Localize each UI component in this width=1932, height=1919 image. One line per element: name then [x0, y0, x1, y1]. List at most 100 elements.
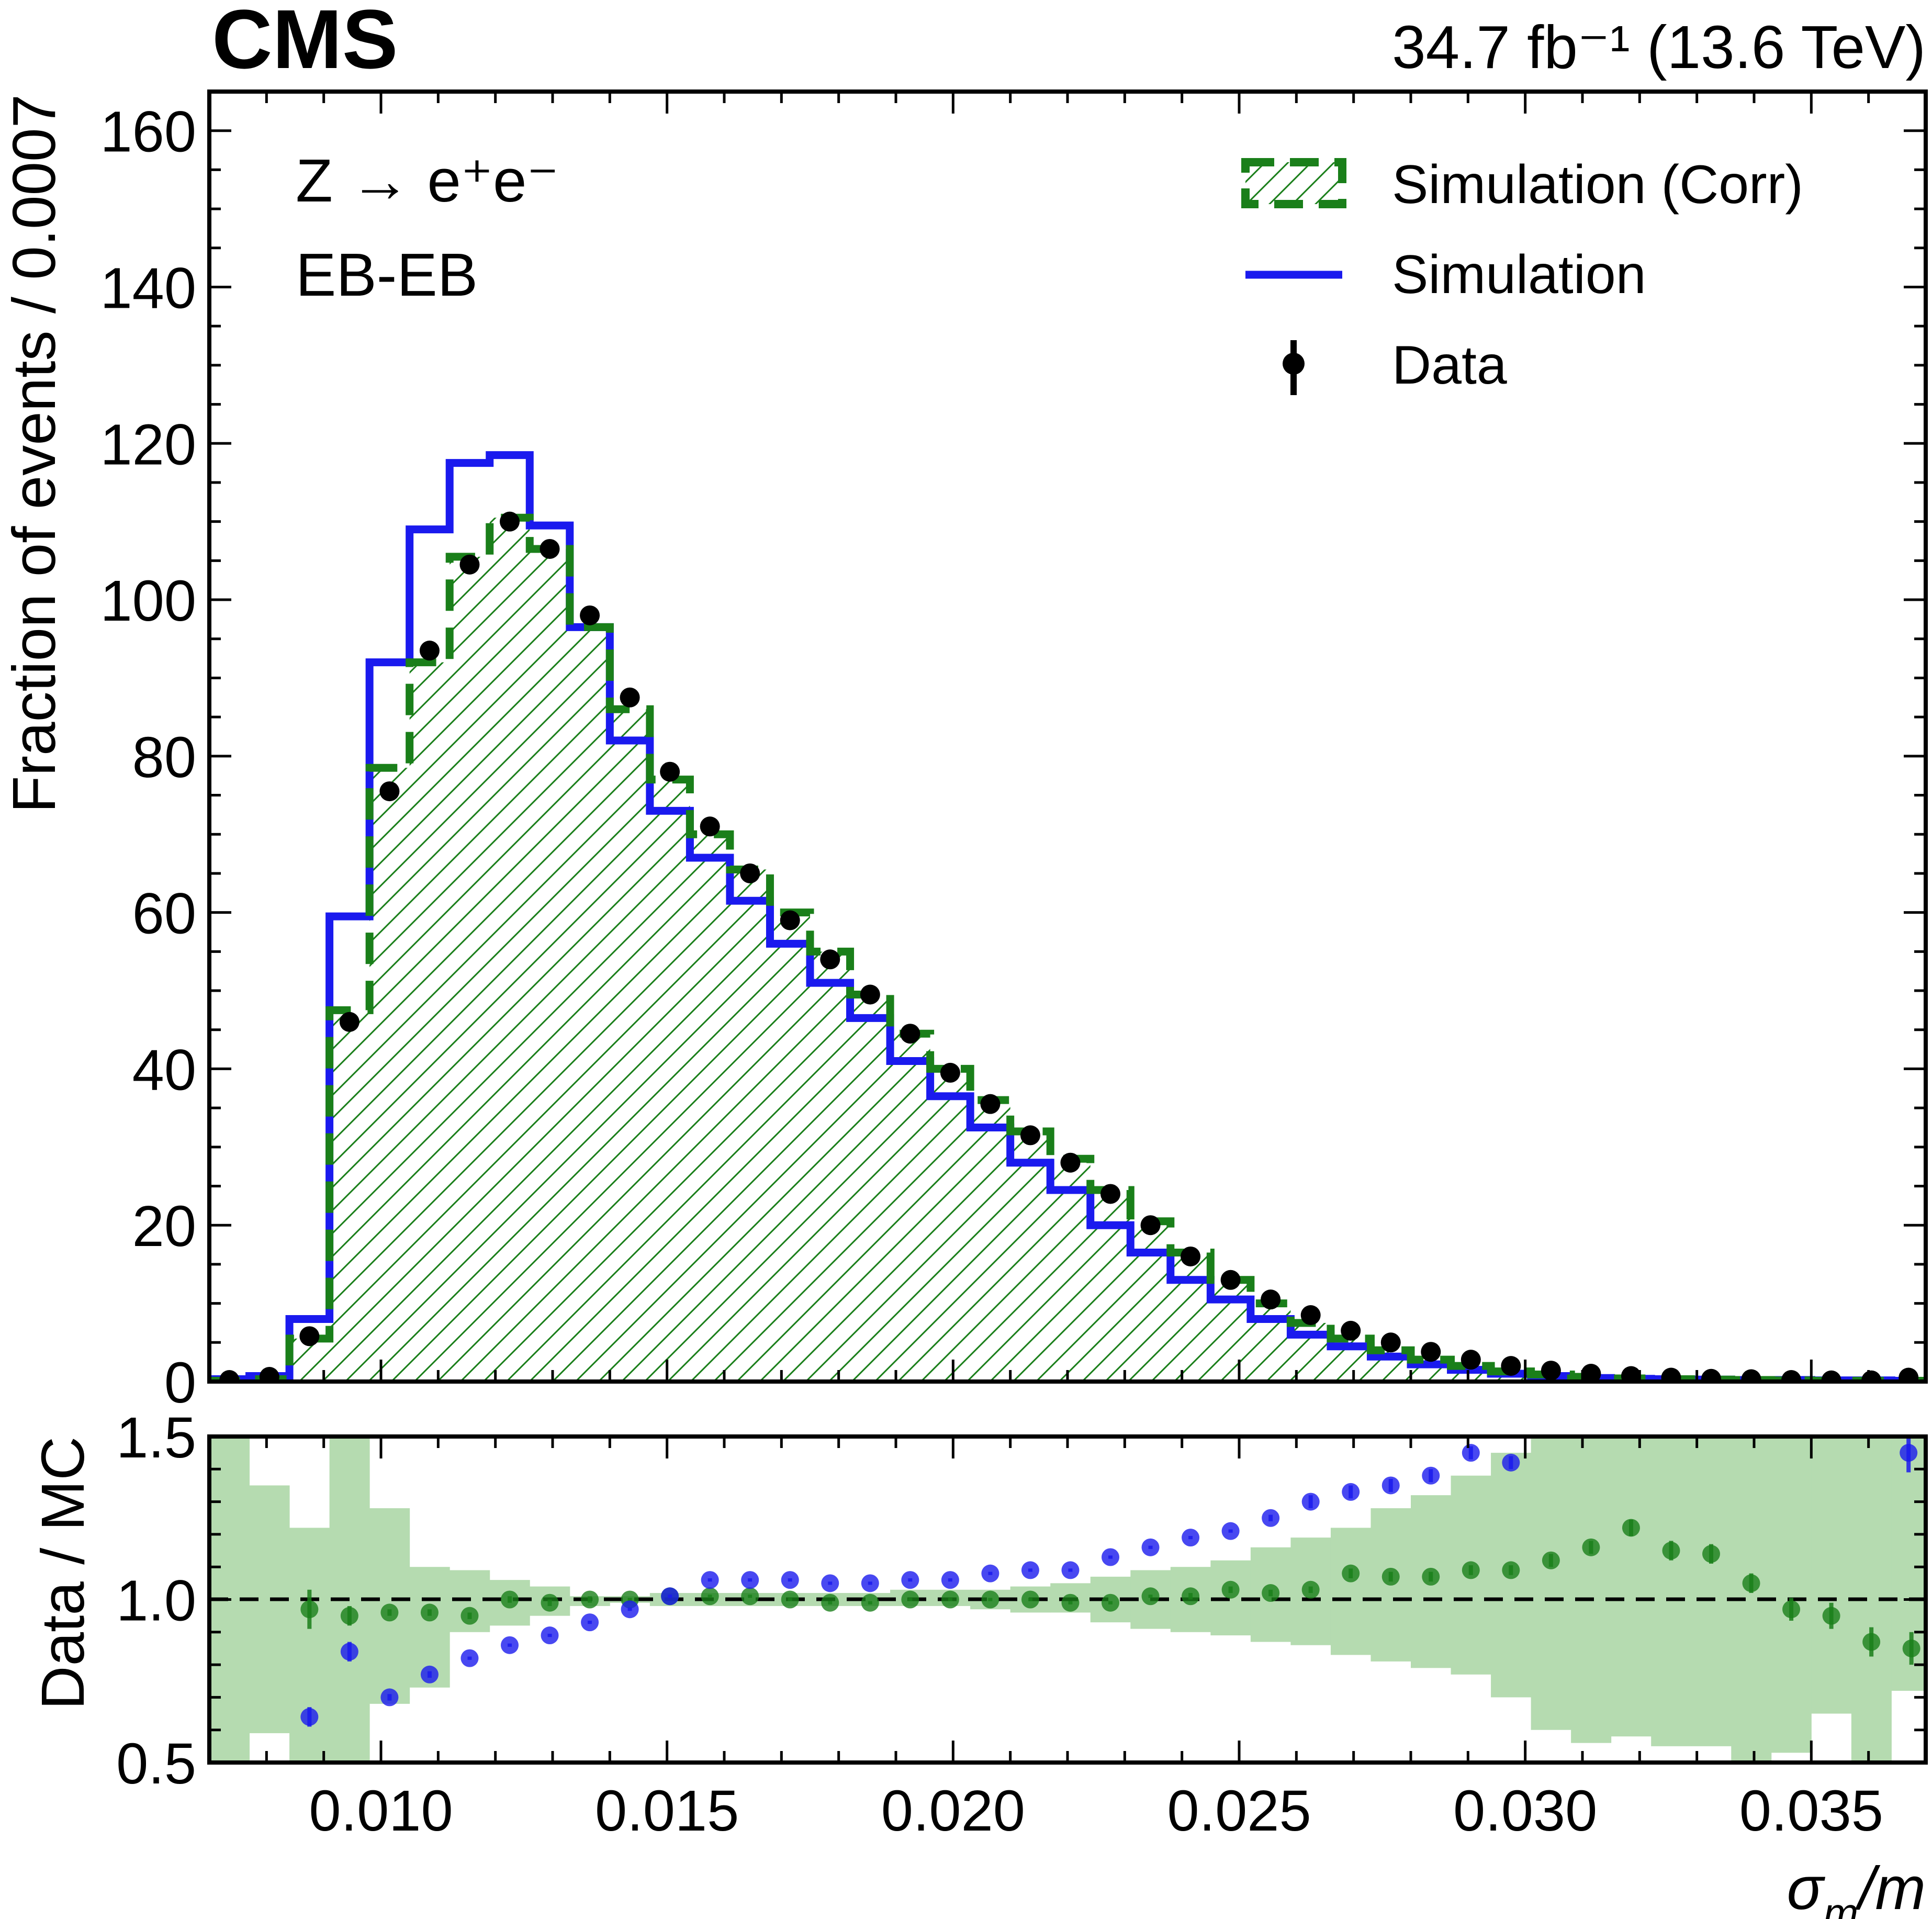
- data-point: [900, 1024, 920, 1044]
- ratio-sim-point: [1061, 1561, 1080, 1579]
- data-point: [860, 984, 880, 1005]
- ratio-xlabel-part: /m: [1855, 1854, 1926, 1919]
- ratio-band-bin: [1571, 1437, 1612, 1743]
- legend-swatch-data-marker: [1283, 353, 1305, 375]
- data-point: [700, 816, 720, 837]
- ratio-ytick-label: 0.5: [116, 1732, 196, 1796]
- data-point: [1501, 1356, 1521, 1376]
- ratio-sim-point: [1102, 1548, 1119, 1566]
- ratio-corr-point: [1902, 1639, 1920, 1657]
- data-point: [1100, 1184, 1120, 1204]
- ratio-sim-point: [581, 1613, 599, 1632]
- data-point: [940, 1062, 960, 1083]
- ratio-xtick-label: 0.010: [309, 1779, 453, 1843]
- data-point: [459, 554, 480, 575]
- process-label: Z → e⁺e⁻: [296, 147, 559, 215]
- ratio-sim-point: [1182, 1529, 1200, 1547]
- ratio-sim-point: [1301, 1492, 1320, 1511]
- data-point: [1701, 1368, 1721, 1382]
- ratio-corr-point: [460, 1607, 479, 1625]
- ratio-corr-point: [1782, 1600, 1801, 1619]
- ratio-sim-point: [1381, 1476, 1400, 1495]
- main-axes: 0 20 40 60 80 100 120 140 160: [100, 89, 1928, 1415]
- main-ytick-label: 140: [100, 256, 196, 320]
- ratio-corr-point: [1502, 1561, 1520, 1579]
- ratio-corr-point: [1182, 1587, 1200, 1606]
- data-point: [1060, 1152, 1081, 1173]
- main-data-points: [219, 511, 1919, 1382]
- ratio-band-bin: [1771, 1437, 1812, 1753]
- data-point: [259, 1367, 279, 1382]
- ratio-sim-point: [1342, 1483, 1360, 1501]
- main-histograms: [209, 451, 1926, 1382]
- data-point: [379, 781, 400, 802]
- legend-swatch-sim-corr: [1241, 158, 1346, 208]
- ratio-corr-point: [1462, 1561, 1480, 1579]
- ratio-sim-point: [340, 1643, 358, 1661]
- ratio-sim-point: [1141, 1538, 1160, 1556]
- ratio-sim-point: [380, 1688, 399, 1707]
- ratio-corr-point: [1381, 1567, 1400, 1586]
- ratio-ytick-label: 1.5: [116, 1406, 196, 1470]
- ratio-sim-point: [1462, 1444, 1480, 1462]
- ratio-corr-point: [1342, 1564, 1360, 1583]
- lumi-energy-label: 34.7 fb⁻¹ (13.6 TeV): [1392, 13, 1926, 81]
- ratio-corr-point: [1102, 1593, 1119, 1612]
- ratio-corr-point: [941, 1590, 959, 1609]
- ratio-sim-point: [901, 1571, 919, 1589]
- ratio-corr-point: [1742, 1574, 1760, 1592]
- data-point: [1341, 1320, 1361, 1341]
- ratio-ylabel: Data / MC: [29, 1437, 97, 1710]
- ratio-corr-point: [380, 1603, 399, 1622]
- main-ytick-label: 0: [164, 1351, 196, 1415]
- experiment-label: CMS: [212, 0, 398, 86]
- data-point: [540, 538, 560, 559]
- ratio-corr-point: [1702, 1545, 1720, 1563]
- ratio-band-bin: [1651, 1437, 1692, 1746]
- legend-label-sim-corr: Simulation (Corr): [1392, 154, 1803, 215]
- ratio-corr-point: [1221, 1580, 1240, 1599]
- ratio-corr-point: [1021, 1590, 1039, 1609]
- ratio-corr-point: [300, 1600, 319, 1619]
- ratio-band-bin: [1691, 1437, 1732, 1746]
- ratio-corr-point: [901, 1590, 919, 1609]
- ratio-corr-point: [741, 1587, 759, 1606]
- ratio-corr-point: [420, 1603, 439, 1622]
- ratio-sim-point: [941, 1571, 959, 1589]
- data-point: [1861, 1370, 1882, 1382]
- data-point: [580, 605, 600, 625]
- ratio-sim-point: [1221, 1522, 1240, 1540]
- ratio-sim-point: [300, 1708, 319, 1726]
- data-point: [820, 949, 840, 970]
- ratio-corr-point: [1542, 1551, 1560, 1569]
- ratio-corr-point: [781, 1590, 799, 1609]
- data-point: [1461, 1350, 1481, 1370]
- data-point: [419, 641, 440, 661]
- ratio-sim-point: [1262, 1509, 1280, 1527]
- ratio-sim-point: [1422, 1466, 1440, 1485]
- ratio-corr-point: [1422, 1567, 1440, 1586]
- ratio-xtick-label: 0.025: [1167, 1779, 1311, 1843]
- ratio-band-bin: [1811, 1437, 1852, 1714]
- data-point: [620, 687, 640, 708]
- main-ytick-label: 60: [132, 882, 196, 946]
- ratio-sim-point: [981, 1564, 999, 1583]
- data-point: [740, 863, 760, 883]
- data-point: [219, 1370, 240, 1382]
- ratio-xlabel-part: σ: [1787, 1854, 1826, 1919]
- data-point: [1300, 1305, 1321, 1326]
- ratio-corr-point: [1622, 1519, 1640, 1537]
- ratio-sim-point: [501, 1636, 519, 1654]
- ratio-sim-point: [460, 1649, 479, 1667]
- main-ytick-label: 120: [100, 412, 196, 477]
- data-point: [1541, 1361, 1561, 1381]
- ratio-corr-point: [861, 1593, 879, 1612]
- ratio-corr-point: [1862, 1633, 1881, 1651]
- data-point: [980, 1094, 1001, 1114]
- data-point: [1821, 1370, 1841, 1382]
- ratio-sim-point: [861, 1574, 879, 1592]
- ratio-sim-point: [741, 1571, 759, 1589]
- sim-step-line: [209, 451, 1926, 1382]
- ratio-xtick-label: 0.030: [1453, 1779, 1597, 1843]
